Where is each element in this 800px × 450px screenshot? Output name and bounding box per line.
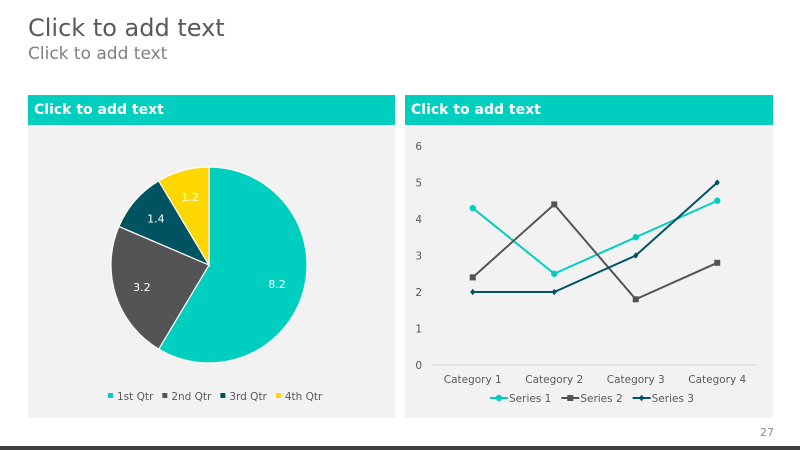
legend-marker <box>495 394 503 402</box>
series-2-point <box>551 201 558 208</box>
pie-legend-label: 2nd Qtr <box>171 391 212 403</box>
line-legend-label: Series 1 <box>509 393 551 405</box>
page-number: 27 <box>760 426 774 439</box>
bottom-bar <box>0 446 800 450</box>
series-1-line <box>472 199 718 275</box>
pie-legend-label: 4th Qtr <box>285 391 323 403</box>
legend-marker <box>108 393 113 398</box>
y-tick-label: 1 <box>415 324 422 336</box>
legend-marker <box>275 393 281 398</box>
x-tick-label: Category 1 <box>444 374 502 386</box>
pie-data-label: 1.4 <box>147 213 165 226</box>
series-1-point <box>551 270 558 277</box>
series-3-line <box>472 181 718 293</box>
legend-marker <box>220 393 226 398</box>
series-1-point <box>714 197 721 204</box>
legend-marker <box>639 394 645 402</box>
series-2-line <box>472 202 718 301</box>
y-tick-label: 4 <box>415 214 422 226</box>
pie-legend-label: 1st Qtr <box>117 391 154 403</box>
legend-marker <box>567 395 574 401</box>
x-tick-label: Category 4 <box>688 374 746 386</box>
pie-slice-4 <box>157 166 210 268</box>
x-tick-label: Category 2 <box>525 374 583 386</box>
pie-data-label: 1.2 <box>181 191 199 204</box>
line-panel <box>405 127 773 418</box>
y-tick-label: 5 <box>415 178 422 190</box>
y-tick-label: 2 <box>415 287 422 299</box>
pie-slice-2 <box>110 225 210 350</box>
pie-data-label: 3.2 <box>133 281 151 294</box>
pie-legend-label: 3rd Qtr <box>229 391 267 403</box>
series-2-point <box>469 274 476 281</box>
series-1-point <box>632 234 639 241</box>
x-tick-label: Category 3 <box>607 374 665 386</box>
pie-slice-1 <box>157 166 308 364</box>
slide-title[interactable]: Click to add text <box>28 14 225 42</box>
y-tick-label: 3 <box>415 251 422 263</box>
series-3-point <box>470 288 476 296</box>
line-legend-label: Series 3 <box>652 393 694 405</box>
series-3-point <box>551 288 557 296</box>
y-tick-label: 6 <box>415 141 422 153</box>
pie-panel-header[interactable]: Click to add text <box>28 95 395 125</box>
pie-data-label: 8.2 <box>268 278 286 291</box>
legend-marker <box>162 393 168 398</box>
line-panel-header[interactable]: Click to add text <box>405 95 773 125</box>
y-tick-label: 0 <box>415 360 422 372</box>
series-2-point <box>714 259 721 266</box>
series-2-point <box>632 296 639 303</box>
line-legend-label: Series 2 <box>580 393 622 405</box>
series-3-point <box>714 179 720 186</box>
series-1-point <box>469 204 476 212</box>
slide-subtitle[interactable]: Click to add text <box>28 44 168 64</box>
series-3-point <box>633 252 639 259</box>
